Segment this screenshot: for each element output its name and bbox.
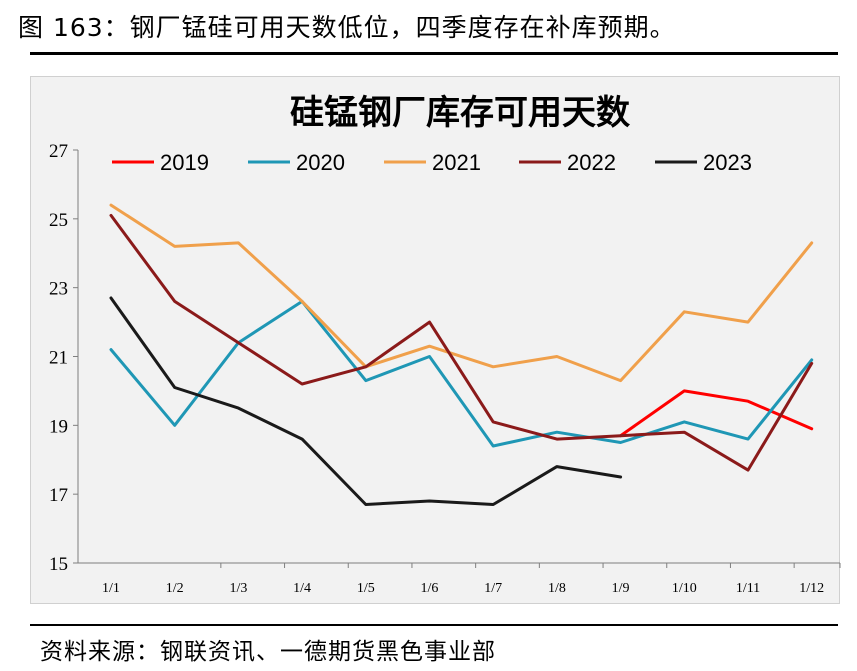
x-tick-label: 1/12 [799, 581, 824, 596]
x-tick-label: 1/9 [612, 581, 630, 596]
bottom-rule [30, 624, 838, 626]
legend-label: 2019 [160, 150, 209, 175]
top-rule [30, 52, 838, 55]
figure-caption: 图 163：钢厂锰硅可用天数低位，四季度存在补库预期。 [18, 13, 676, 42]
x-tick-label: 1/4 [293, 581, 311, 596]
source-note: 资料来源：钢联资讯、一德期货黑色事业部 [40, 639, 496, 665]
legend-item-2023: 2023 [655, 150, 752, 175]
x-tick-label: 1/7 [484, 581, 502, 596]
y-tick-label: 25 [49, 210, 68, 231]
y-tick-label: 23 [49, 279, 68, 300]
x-tick-label: 1/6 [421, 581, 439, 596]
series-line-2020 [109, 299, 814, 448]
series-line-2023 [109, 296, 623, 506]
x-tick-label: 1/2 [166, 581, 184, 596]
x-tick-label: 1/3 [229, 581, 247, 596]
legend-item-2022: 2022 [519, 150, 616, 175]
legend-label: 2023 [703, 150, 752, 175]
chart-title: 硅锰钢厂库存可用天数 [290, 93, 630, 133]
y-tick-label: 15 [49, 554, 68, 575]
legend-item-2020: 2020 [248, 150, 345, 175]
y-tick-label: 21 [49, 348, 68, 369]
legend: 2019 2020 2021 2022 2023 [112, 150, 752, 175]
legend-label: 2022 [567, 150, 616, 175]
series-line-2021 [109, 203, 814, 383]
y-tick-label: 27 [49, 141, 68, 162]
legend-label: 2021 [432, 150, 481, 175]
x-tick-label: 1/10 [672, 581, 697, 596]
legend-item-2021: 2021 [384, 150, 481, 175]
series-layer [109, 203, 814, 506]
legend-label: 2020 [296, 150, 345, 175]
series-line-2022 [109, 213, 814, 472]
axes: 15 17 19 21 23 25 27 1/1 1/2 1/3 1/4 1/5 1/6 1/7 1/8 1/… [49, 141, 841, 596]
y-tick-label: 17 [49, 485, 68, 506]
x-tick-label: 1/8 [548, 581, 566, 596]
x-tick-label: 1/5 [357, 581, 375, 596]
x-tick-label: 1/1 [102, 581, 120, 596]
chart-area [30, 76, 840, 604]
x-tick-label: 1/11 [736, 581, 760, 596]
y-tick-label: 19 [49, 416, 68, 437]
legend-item-2019: 2019 [112, 150, 209, 175]
